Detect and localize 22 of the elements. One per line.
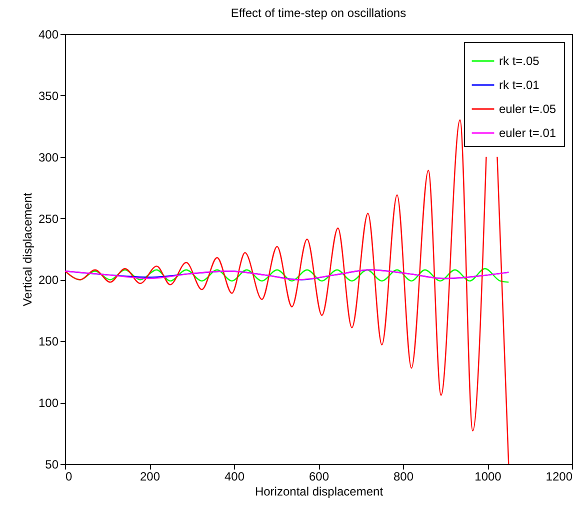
y-axis-title: Vertical displacement	[20, 192, 34, 306]
x-tick-label: 400	[224, 470, 245, 484]
x-tick-label: 600	[308, 470, 330, 484]
x-tick-label: 1200	[546, 470, 573, 484]
y-tick-label: 50	[45, 458, 59, 472]
x-tick-label: 200	[140, 470, 160, 484]
y-tick-label: 200	[38, 273, 59, 288]
y-tick-label: 400	[38, 28, 59, 42]
x-axis-title: Horizontal displacement	[254, 484, 384, 498]
y-tick-label: 100	[38, 396, 59, 410]
legend-label: rk t=.01	[499, 78, 540, 92]
x-tick-label: 0	[66, 470, 72, 484]
legend-label: euler t=.05	[499, 102, 556, 116]
y-tick-label: 300	[38, 150, 59, 164]
legend-label: rk t=.05	[499, 54, 540, 68]
y-tick-label: 350	[38, 88, 59, 103]
x-tick-label: 1000	[474, 470, 502, 484]
chart-title: Effect of time-step on oscillations	[230, 6, 406, 20]
legend-label: euler t=.01	[499, 126, 556, 140]
y-tick-label: 250	[38, 212, 59, 226]
x-tick-label: 800	[393, 470, 414, 484]
y-tick-label: 150	[38, 334, 59, 349]
